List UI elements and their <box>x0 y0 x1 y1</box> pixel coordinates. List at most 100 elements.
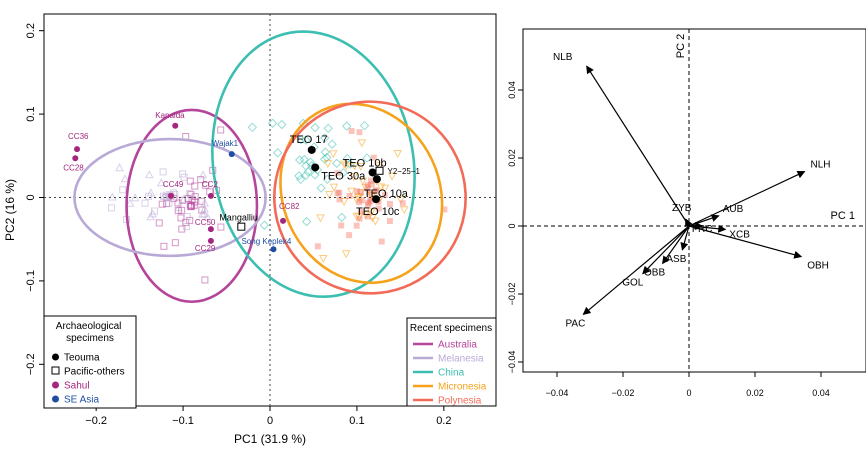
recent-specimen-mark <box>155 219 163 227</box>
recent-specimen-mark <box>336 196 343 203</box>
recent-specimen-mark <box>267 118 278 128</box>
recent-specimen-mark <box>108 192 117 201</box>
recent-specimen-mark <box>141 199 149 207</box>
recent-specimen-mark <box>346 193 353 200</box>
loading-label: OBB <box>644 267 665 278</box>
recent-specimen-mark <box>376 183 386 192</box>
right-y-tick-label: 0.02 <box>507 149 517 167</box>
recent-specimen-mark <box>329 183 339 192</box>
recent-specimen-mark <box>346 232 353 239</box>
loading-arrow <box>688 214 720 227</box>
legend-recent-label: Australia <box>438 340 477 351</box>
recent-specimen-mark <box>361 211 370 220</box>
recent-specimen-mark <box>354 213 364 222</box>
ellipse-polynesia <box>272 100 467 295</box>
legend-archaeological-title: Archaeological specimens <box>56 321 124 344</box>
right-y-tick-label: 0 <box>507 223 517 228</box>
recent-specimen-mark <box>399 206 409 215</box>
left-x-axis: −0.2 −0.1 0 0.1 0.2 <box>85 406 451 427</box>
recent-specimen-mark <box>198 209 207 218</box>
recent-specimen-mark <box>350 162 359 171</box>
recent-specimen-mark <box>108 204 116 212</box>
recent-specimen-mark <box>272 148 283 158</box>
loading-arrow <box>688 170 806 227</box>
legend-recent-box <box>406 317 497 407</box>
recent-specimen-mark <box>115 163 124 172</box>
loading-label: AUB <box>723 204 744 215</box>
legend-recent-label: Melanesia <box>438 354 484 365</box>
recent-specimen-mark <box>365 201 372 208</box>
recent-specimen-mark <box>295 174 306 185</box>
recent-specimen-mark <box>301 216 312 227</box>
right-y-tick-label: −0.02 <box>507 283 517 306</box>
point-label: CC2 <box>202 180 219 189</box>
recent-specimen-mark <box>336 189 343 196</box>
point-label: TEO 10c <box>356 206 400 218</box>
point-label: Mangalliu <box>219 213 258 223</box>
recent-specimen-mark <box>358 177 368 186</box>
x-tick-label: −0.2 <box>85 415 107 427</box>
recent-specimen-mark <box>365 213 372 220</box>
confidence-ellipses <box>73 30 467 304</box>
recent-specimen-mark <box>347 187 356 196</box>
recent-specimen-mark <box>365 199 372 206</box>
point-label: CC50 <box>195 218 216 227</box>
loading-arrow <box>642 225 690 275</box>
recent-specimen-mark <box>296 135 306 145</box>
loading-label: NLB <box>553 52 573 63</box>
recent-specimen-mark <box>200 204 209 213</box>
recent-specimen-mark <box>399 200 406 207</box>
legend-archaeological-label: SE Asia <box>64 395 99 406</box>
legend-marker-dot <box>52 353 59 361</box>
y-tick-label: 0 <box>25 194 37 200</box>
recent-specimen-mark <box>349 173 359 182</box>
y-tick-label: 0.2 <box>25 23 37 38</box>
point-label: Song Keplek4 <box>241 237 291 246</box>
legend-recent-label: China <box>438 368 465 379</box>
recent-specimen-mark <box>338 168 348 178</box>
recent-specimen-mark <box>352 212 362 221</box>
recent-specimen-mark <box>294 171 304 181</box>
recent-specimen-mark <box>359 197 366 204</box>
recent-specimen-mark <box>386 200 393 207</box>
legend-recent-label: Polynesia <box>438 396 482 407</box>
recent-specimen-mark <box>144 170 154 179</box>
point-teouma <box>368 168 377 177</box>
right-x-axis-label: PC 1 <box>831 210 855 222</box>
point-label: CC36 <box>68 132 89 141</box>
recent-specimen-mark <box>179 194 189 204</box>
recent-specimen-mark <box>368 181 375 188</box>
recent-specimen-mark <box>356 189 365 198</box>
loading-arrow <box>582 225 690 316</box>
recent-specimen-mark <box>364 185 371 192</box>
recent-specimen-mark <box>125 198 135 207</box>
recent-specimen-mark <box>179 170 187 178</box>
right-x-tick-label: −0.04 <box>546 388 569 398</box>
recent-specimen-mark <box>361 183 371 193</box>
recent-specimen-mark <box>371 217 380 226</box>
recent-specimen-mark <box>316 183 326 193</box>
recent-specimen-mark <box>339 198 349 207</box>
loading-arrow <box>680 225 690 251</box>
recent-specimen-mark <box>310 122 320 133</box>
loading-label: ASB <box>666 254 686 265</box>
recent-specimen-mark <box>357 189 364 196</box>
recent-specimen-mark <box>191 182 199 190</box>
recent-specimen-mark <box>352 196 361 205</box>
recent-specimen-mark <box>342 121 352 131</box>
right-x-axis: −0.04 −0.02 0 0.02 0.04 <box>546 372 830 398</box>
recent-specimen-mark <box>186 177 194 185</box>
recent-specimen-mark <box>165 199 173 207</box>
right-y-axis: −0.04 −0.02 0 0.02 0.04 <box>507 81 523 373</box>
point-sahul <box>172 122 179 129</box>
recent-specimen-mark <box>356 129 363 136</box>
point-sahul <box>167 192 174 199</box>
recent-specimen-mark <box>373 188 380 195</box>
recent-specimen-mark <box>316 214 325 223</box>
point-label: TEO 10b <box>343 157 387 169</box>
point-teouma <box>311 163 320 172</box>
recent-specimen-mark <box>183 213 191 221</box>
